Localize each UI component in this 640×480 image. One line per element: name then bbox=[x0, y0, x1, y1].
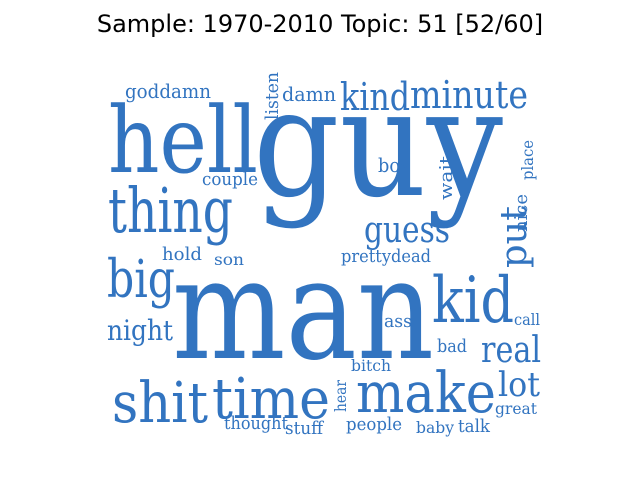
word-man: man bbox=[172, 229, 434, 392]
word-bitch: bitch bbox=[351, 356, 391, 375]
word-people: people bbox=[346, 414, 402, 435]
word-hold: hold bbox=[162, 244, 202, 265]
word-goddamn: goddamn bbox=[125, 79, 211, 103]
word-nice: nice bbox=[511, 194, 532, 232]
word-thought: thought bbox=[224, 413, 289, 434]
word-talk: talk bbox=[458, 416, 491, 437]
word-great: great bbox=[495, 399, 538, 418]
word-hell: hell bbox=[108, 87, 258, 194]
word-guy: guy bbox=[253, 57, 503, 231]
chart-title: Sample: 1970-2010 Topic: 51 [52/60] bbox=[96, 10, 544, 38]
word-guess: guess bbox=[364, 210, 450, 251]
word-bad: bad bbox=[437, 336, 467, 357]
word-boy: boy bbox=[378, 153, 411, 177]
word-dead: dead bbox=[391, 246, 431, 267]
word-shit: shit bbox=[112, 371, 208, 436]
word-hear: hear bbox=[331, 380, 350, 412]
word-lot: lot bbox=[498, 365, 540, 405]
word-put: put bbox=[494, 205, 535, 268]
word-ass: ass bbox=[384, 311, 412, 332]
word-wait: wait bbox=[436, 155, 457, 200]
word-son: son bbox=[214, 250, 244, 269]
word-minute: minute bbox=[410, 73, 528, 117]
word-night: night bbox=[107, 314, 174, 347]
word-listen: listen bbox=[262, 72, 283, 120]
word-time: time bbox=[212, 367, 330, 432]
word-real: real bbox=[481, 330, 541, 371]
word-couple: couple bbox=[202, 169, 258, 190]
word-place: place bbox=[518, 140, 537, 180]
word-thing: thing bbox=[108, 174, 233, 247]
word-damn: damn bbox=[282, 82, 336, 106]
word-kid: kid bbox=[432, 264, 514, 338]
word-pretty: pretty bbox=[341, 246, 392, 267]
word-baby: baby bbox=[416, 418, 454, 437]
word-stuff: stuff bbox=[285, 418, 324, 439]
word-kind: kind bbox=[340, 75, 410, 119]
word-big: big bbox=[107, 250, 175, 310]
word-make: make bbox=[356, 361, 496, 426]
word-call: call bbox=[514, 310, 540, 329]
